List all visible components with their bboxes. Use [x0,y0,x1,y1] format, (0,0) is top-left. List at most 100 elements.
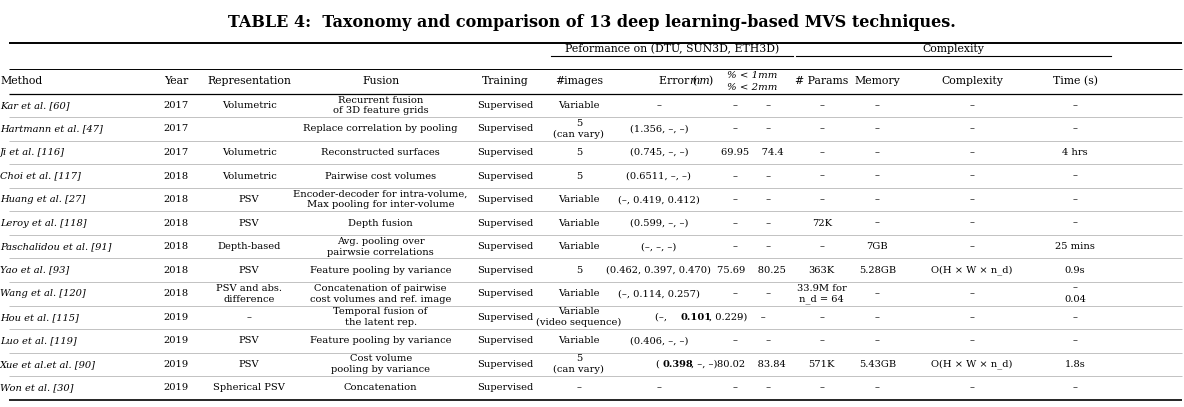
Text: Paschalidou et al. [91]: Paschalidou et al. [91] [0,242,111,251]
Text: PSV: PSV [239,336,259,345]
Text: 0.9s: 0.9s [1064,266,1086,275]
Text: Concatenation of pairwise
cost volumes and ref. image: Concatenation of pairwise cost volumes a… [310,284,451,304]
Text: 5.28GB: 5.28GB [858,266,896,275]
Text: –: – [1073,336,1077,345]
Text: Supervised: Supervised [477,383,533,392]
Text: –: – [875,101,880,110]
Text: –: – [819,383,824,392]
Text: Pairwise cost volumes: Pairwise cost volumes [326,171,436,181]
Text: Variable: Variable [558,219,600,228]
Text: –: – [1073,195,1077,204]
Text: Supervised: Supervised [477,336,533,345]
Text: –: – [875,195,880,204]
Text: –         –: – – [733,219,771,228]
Text: Memory: Memory [855,77,900,86]
Text: 5: 5 [575,148,583,157]
Text: Hartmann et al. [47]: Hartmann et al. [47] [0,125,103,133]
Text: –         –: – – [733,101,771,110]
Text: –: – [875,383,880,392]
Text: Depth-based: Depth-based [218,242,281,251]
Text: –: – [246,313,252,322]
Text: –: – [970,242,974,251]
Text: 2018: 2018 [163,171,189,181]
Text: –         –: – – [733,125,771,133]
Text: Kar et al. [60]: Kar et al. [60] [0,101,70,110]
Text: –: – [819,148,824,157]
Text: –: – [970,101,974,110]
Text: 5.43GB: 5.43GB [858,360,896,369]
Text: Temporal fusion of
the latent rep.: Temporal fusion of the latent rep. [334,307,427,327]
Text: 2018: 2018 [163,266,189,275]
Text: Choi et al. [117]: Choi et al. [117] [0,171,81,181]
Text: Won et al. [30]: Won et al. [30] [0,383,73,392]
Text: 2018: 2018 [163,242,189,251]
Text: –: – [970,336,974,345]
Text: –         –: – – [733,171,771,181]
Text: 363K: 363K [809,266,835,275]
Text: Variable: Variable [558,101,600,110]
Text: Replace correlation by pooling: Replace correlation by pooling [303,125,458,133]
Text: % < 1mm: % < 1mm [727,71,777,80]
Text: Time (s): Time (s) [1053,76,1098,87]
Text: Supervised: Supervised [477,148,533,157]
Text: 0.101: 0.101 [680,313,712,322]
Text: –: – [1073,171,1077,181]
Text: –: – [819,101,824,110]
Text: –: – [970,171,974,181]
Text: 2017: 2017 [163,148,189,157]
Text: (0.406, –, –): (0.406, –, –) [630,336,688,345]
Text: , 0.229): , 0.229) [708,313,747,322]
Text: 571K: 571K [809,360,835,369]
Text: Leroy et al. [118]: Leroy et al. [118] [0,219,86,228]
Text: Training: Training [482,77,528,86]
Text: Peformance on (DTU, SUN3D, ETH3D): Peformance on (DTU, SUN3D, ETH3D) [565,44,779,54]
Text: (–,: (–, [656,313,670,322]
Text: –: – [819,171,824,181]
Text: Variable: Variable [558,289,600,298]
Text: (: ( [656,360,659,369]
Text: –: – [577,383,581,392]
Text: Complexity: Complexity [941,77,1003,86]
Text: Wang et al. [120]: Wang et al. [120] [0,289,85,298]
Text: 80.02    83.84: 80.02 83.84 [718,360,786,369]
Text: Spherical PSV: Spherical PSV [213,383,285,392]
Text: –: – [875,313,880,322]
Text: 5
(can vary): 5 (can vary) [553,119,605,139]
Text: –: – [1073,383,1077,392]
Text: Fusion: Fusion [362,77,399,86]
Text: (0.599, –, –): (0.599, –, –) [630,219,688,228]
Text: 2017: 2017 [163,101,189,110]
Text: Supervised: Supervised [477,171,533,181]
Text: –: – [1073,219,1077,228]
Text: (–, 0.419, 0.412): (–, 0.419, 0.412) [618,195,700,204]
Text: –         –: – – [733,289,771,298]
Text: # Params: # Params [796,77,848,86]
Text: Yao et al. [93]: Yao et al. [93] [0,266,69,275]
Text: Depth fusion: Depth fusion [348,219,413,228]
Text: 2017: 2017 [163,125,189,133]
Text: –: – [875,125,880,133]
Text: Volumetric: Volumetric [221,101,277,110]
Text: PSV and abs.
difference: PSV and abs. difference [217,284,282,304]
Text: –: – [1073,313,1077,322]
Text: PSV: PSV [239,219,259,228]
Text: Variable: Variable [558,195,600,204]
Text: –: – [819,195,824,204]
Text: , –, –): , –, –) [691,360,718,369]
Text: Supervised: Supervised [477,101,533,110]
Text: 75.69    80.25: 75.69 80.25 [718,266,786,275]
Text: Supervised: Supervised [477,195,533,204]
Text: –: – [819,125,824,133]
Text: –: – [1073,101,1077,110]
Text: Complexity: Complexity [922,44,984,54]
Text: TABLE 4:  Taxonomy and comparison of 13 deep learning-based MVS techniques.: TABLE 4: Taxonomy and comparison of 13 d… [229,14,955,31]
Text: (–, 0.114, 0.257): (–, 0.114, 0.257) [618,289,700,298]
Text: 5
(can vary): 5 (can vary) [553,354,605,374]
Text: –: – [970,289,974,298]
Text: Supervised: Supervised [477,242,533,251]
Text: (1.356, –, –): (1.356, –, –) [630,125,688,133]
Text: –: – [970,125,974,133]
Text: Avg. pooling over
pairwsie correlations: Avg. pooling over pairwsie correlations [327,237,435,256]
Text: PSV: PSV [239,266,259,275]
Text: 5: 5 [575,266,583,275]
